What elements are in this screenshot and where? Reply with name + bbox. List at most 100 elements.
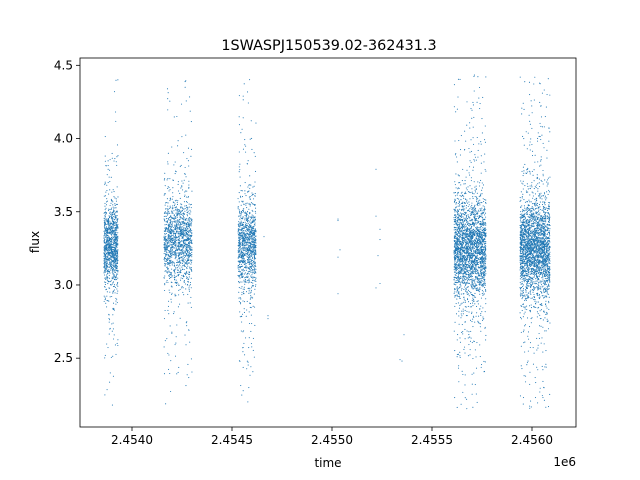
data-point xyxy=(469,208,471,210)
data-point xyxy=(175,275,177,277)
data-point xyxy=(179,234,182,236)
data-point xyxy=(482,253,484,255)
data-point xyxy=(103,222,105,224)
data-point xyxy=(168,231,171,233)
data-point xyxy=(165,227,167,229)
data-point xyxy=(191,247,193,249)
data-point xyxy=(453,264,455,266)
data-point xyxy=(469,239,471,242)
data-point xyxy=(167,245,169,247)
data-point xyxy=(166,243,168,245)
data-point xyxy=(250,366,252,368)
data-point xyxy=(103,226,105,228)
data-point xyxy=(239,222,241,224)
data-point xyxy=(169,223,171,225)
data-point xyxy=(166,338,168,340)
data-point xyxy=(170,255,172,257)
data-point xyxy=(105,243,107,246)
data-point xyxy=(171,293,173,295)
data-point xyxy=(251,195,253,197)
data-point xyxy=(245,269,247,271)
data-point xyxy=(468,215,470,217)
data-point xyxy=(248,387,250,389)
data-point xyxy=(238,270,240,272)
data-point xyxy=(111,152,113,155)
data-point xyxy=(238,221,240,223)
data-point xyxy=(166,272,169,274)
data-point xyxy=(105,258,107,260)
data-point xyxy=(104,298,107,300)
data-point xyxy=(104,277,106,279)
data-point xyxy=(248,190,250,192)
data-point xyxy=(186,201,188,203)
data-point xyxy=(105,245,107,247)
data-point xyxy=(483,242,485,244)
data-point xyxy=(178,294,180,296)
data-point xyxy=(186,215,189,217)
data-point xyxy=(185,288,187,290)
data-point xyxy=(248,258,250,260)
data-point xyxy=(111,215,113,217)
data-point xyxy=(458,187,460,189)
data-point xyxy=(188,180,190,182)
data-point xyxy=(109,208,111,211)
data-point xyxy=(173,313,175,315)
data-point xyxy=(191,230,193,232)
data-point xyxy=(477,156,479,158)
data-point xyxy=(254,228,256,230)
data-point xyxy=(482,233,484,236)
data-point xyxy=(186,260,188,262)
data-point xyxy=(186,270,188,272)
data-point xyxy=(252,203,254,205)
data-point xyxy=(179,260,181,262)
data-point xyxy=(164,289,166,292)
data-point xyxy=(106,234,108,236)
data-point xyxy=(181,186,183,188)
data-point xyxy=(109,189,111,191)
data-point xyxy=(186,249,189,251)
data-point xyxy=(246,238,248,240)
data-point xyxy=(181,244,183,246)
data-point xyxy=(106,223,109,225)
data-point xyxy=(243,273,246,275)
data-point xyxy=(253,243,255,245)
data-point xyxy=(191,234,193,236)
data-point xyxy=(165,245,167,247)
data-point xyxy=(242,300,244,302)
data-point xyxy=(242,268,244,270)
data-point xyxy=(458,200,460,202)
data-point xyxy=(459,231,461,233)
data-point xyxy=(113,252,115,254)
data-point xyxy=(481,182,483,184)
data-point xyxy=(104,283,106,286)
data-point xyxy=(170,274,172,276)
data-point xyxy=(105,213,107,215)
data-point xyxy=(483,246,485,248)
data-point xyxy=(468,331,470,333)
data-point xyxy=(110,244,112,246)
data-point xyxy=(251,192,253,194)
data-point xyxy=(105,254,107,256)
data-point xyxy=(246,368,248,370)
data-point xyxy=(176,216,178,218)
data-point xyxy=(239,277,241,279)
data-point xyxy=(107,209,110,212)
data-point xyxy=(173,261,175,263)
data-point xyxy=(109,159,111,161)
data-point xyxy=(246,272,248,274)
data-point xyxy=(480,155,482,157)
data-point xyxy=(461,263,463,265)
data-point xyxy=(241,273,243,275)
data-point xyxy=(479,344,481,346)
data-point xyxy=(181,185,183,187)
data-point xyxy=(255,244,257,246)
data-point xyxy=(479,199,481,201)
data-point xyxy=(167,228,169,230)
data-point xyxy=(169,239,172,241)
data-point xyxy=(164,284,166,286)
data-point xyxy=(179,251,181,254)
data-point xyxy=(466,189,468,191)
data-point xyxy=(184,191,186,193)
data-point xyxy=(248,259,250,261)
data-point xyxy=(111,249,113,251)
